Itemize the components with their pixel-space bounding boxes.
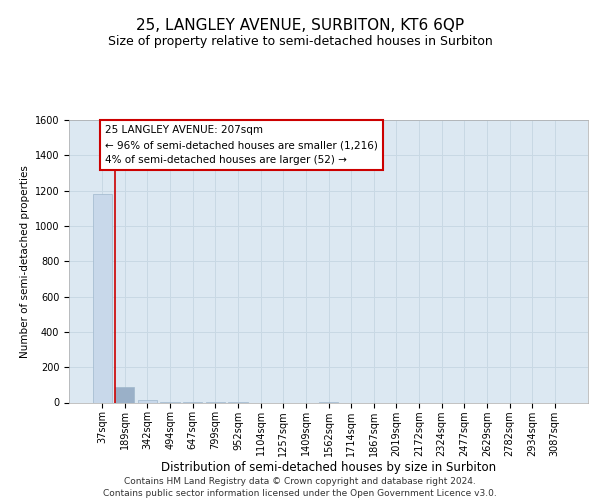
X-axis label: Distribution of semi-detached houses by size in Surbiton: Distribution of semi-detached houses by …: [161, 462, 496, 474]
Bar: [115, 386, 134, 402]
Y-axis label: Number of semi-detached properties: Number of semi-detached properties: [20, 165, 31, 358]
Bar: [92, 194, 112, 402]
Text: 25 LANGLEY AVENUE: 207sqm
← 96% of semi-detached houses are smaller (1,216)
4% o: 25 LANGLEY AVENUE: 207sqm ← 96% of semi-…: [105, 126, 378, 165]
Text: 25, LANGLEY AVENUE, SURBITON, KT6 6QP: 25, LANGLEY AVENUE, SURBITON, KT6 6QP: [136, 18, 464, 32]
Text: Size of property relative to semi-detached houses in Surbiton: Size of property relative to semi-detach…: [107, 35, 493, 48]
Text: Contains HM Land Registry data © Crown copyright and database right 2024.
Contai: Contains HM Land Registry data © Crown c…: [103, 476, 497, 498]
Bar: [138, 400, 157, 402]
